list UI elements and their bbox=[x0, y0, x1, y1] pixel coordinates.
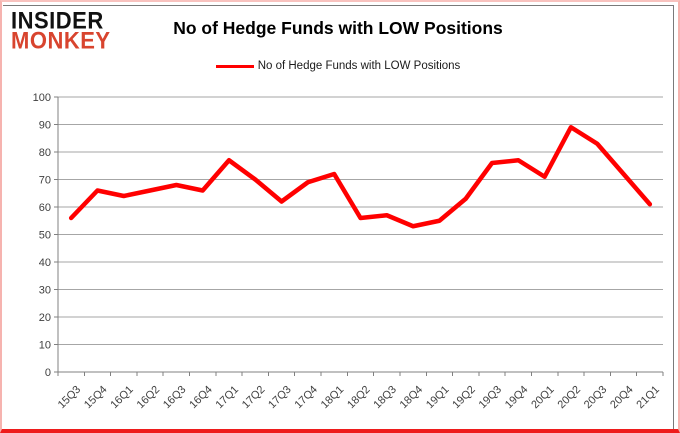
svg-text:10: 10 bbox=[39, 340, 51, 352]
svg-text:16Q3: 16Q3 bbox=[161, 384, 189, 412]
svg-text:17Q4: 17Q4 bbox=[292, 384, 320, 412]
logo-text-insider: INSIDER bbox=[11, 6, 104, 34]
svg-text:0: 0 bbox=[45, 367, 51, 379]
svg-text:16Q2: 16Q2 bbox=[135, 384, 163, 412]
svg-text:60: 60 bbox=[39, 202, 51, 214]
svg-text:16Q1: 16Q1 bbox=[108, 384, 136, 412]
svg-text:70: 70 bbox=[39, 175, 51, 187]
svg-text:17Q3: 17Q3 bbox=[266, 384, 294, 412]
legend-line-swatch bbox=[215, 64, 254, 68]
svg-text:17Q1: 17Q1 bbox=[214, 384, 242, 412]
svg-text:20Q1: 20Q1 bbox=[529, 384, 557, 412]
chart-canvas: 0 10 20 30 40 50 60 70 80 90 100 15Q3 15Q4 16Q1 16Q2 16… bbox=[3, 5, 674, 429]
logo-text-monkey: MONKEY bbox=[11, 27, 111, 55]
svg-text:18Q3: 18Q3 bbox=[371, 384, 399, 412]
svg-text:19Q4: 19Q4 bbox=[503, 384, 531, 412]
svg-text:19Q2: 19Q2 bbox=[450, 384, 478, 412]
svg-text:18Q1: 18Q1 bbox=[319, 384, 347, 412]
svg-text:18Q2: 18Q2 bbox=[345, 384, 373, 412]
svg-text:20Q2: 20Q2 bbox=[556, 384, 584, 412]
svg-text:20: 20 bbox=[39, 312, 51, 324]
svg-text:50: 50 bbox=[39, 230, 51, 242]
svg-text:17Q2: 17Q2 bbox=[240, 384, 268, 412]
svg-text:20Q4: 20Q4 bbox=[608, 384, 636, 412]
svg-text:19Q3: 19Q3 bbox=[477, 384, 505, 412]
svg-text:18Q4: 18Q4 bbox=[398, 384, 426, 412]
svg-text:20Q3: 20Q3 bbox=[582, 384, 610, 412]
chart-title: No of Hedge Funds with LOW Positions bbox=[173, 18, 503, 38]
svg-text:80: 80 bbox=[39, 147, 51, 159]
line-chart: 010203040506070809010015Q315Q416Q116Q216… bbox=[33, 92, 664, 412]
svg-text:21Q1: 21Q1 bbox=[634, 384, 662, 412]
svg-text:15Q3: 15Q3 bbox=[56, 384, 84, 412]
insider-monkey-logo: INSIDER MONKEY bbox=[11, 6, 141, 55]
svg-text:16Q4: 16Q4 bbox=[187, 384, 215, 412]
chart-legend: No of Hedge Funds with LOW Positions bbox=[3, 60, 673, 72]
svg-text:30: 30 bbox=[39, 285, 51, 297]
svg-text:40: 40 bbox=[39, 257, 51, 269]
svg-text:15Q4: 15Q4 bbox=[82, 384, 110, 412]
legend-label: No of Hedge Funds with LOW Positions bbox=[257, 60, 461, 72]
svg-text:100: 100 bbox=[33, 92, 51, 104]
svg-text:19Q1: 19Q1 bbox=[424, 384, 452, 412]
svg-text:90: 90 bbox=[39, 120, 51, 132]
